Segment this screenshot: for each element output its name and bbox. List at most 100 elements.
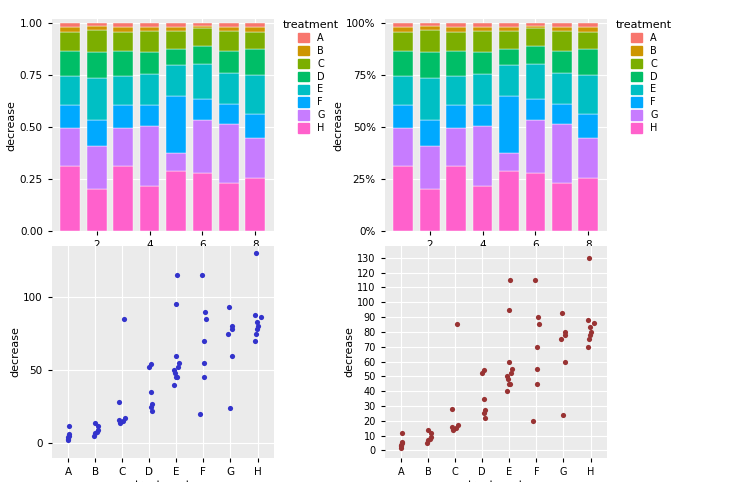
Point — [395, 443, 407, 451]
X-axis label: rowpos: rowpos — [476, 253, 516, 263]
Point — [61, 434, 73, 442]
X-axis label: treatment: treatment — [135, 480, 191, 482]
Bar — [525, 26, 545, 28]
Point — [172, 374, 184, 381]
Point — [451, 321, 463, 328]
Bar — [394, 24, 413, 27]
Bar — [579, 114, 598, 138]
Point — [170, 300, 182, 308]
Point — [250, 330, 262, 337]
Bar — [525, 28, 545, 46]
Bar — [140, 126, 160, 187]
Point — [503, 306, 515, 313]
Bar — [192, 120, 212, 173]
Bar — [140, 27, 160, 31]
Point — [226, 325, 238, 333]
Point — [252, 322, 264, 330]
Legend: A, B, C, D, E, F, G, H: A, B, C, D, E, F, G, H — [283, 20, 339, 133]
Point — [557, 411, 569, 419]
Bar — [219, 24, 239, 27]
Point — [582, 254, 594, 262]
Point — [198, 374, 210, 381]
Point — [559, 358, 571, 365]
Point — [395, 442, 407, 450]
Bar — [552, 123, 572, 183]
Point — [119, 415, 131, 422]
Bar — [552, 27, 572, 31]
Point — [479, 407, 491, 415]
Bar — [61, 24, 80, 27]
Bar — [579, 27, 598, 32]
Point — [173, 359, 185, 367]
Bar — [473, 31, 493, 52]
Point — [113, 416, 125, 424]
Bar — [166, 153, 186, 171]
Point — [506, 365, 518, 373]
Bar — [394, 76, 413, 105]
Bar — [166, 96, 186, 153]
Bar — [446, 27, 466, 32]
Bar — [420, 53, 440, 78]
Point — [90, 419, 101, 427]
Bar — [219, 104, 239, 123]
Point — [559, 328, 571, 335]
Point — [198, 359, 210, 367]
Bar — [579, 49, 598, 75]
Bar — [473, 24, 493, 27]
Legend: A, B, C, D, E, F, G, H: A, B, C, D, E, F, G, H — [616, 20, 672, 133]
Point — [422, 436, 434, 444]
Bar — [525, 120, 545, 173]
Bar — [446, 76, 466, 105]
Bar — [113, 128, 133, 166]
Bar — [140, 24, 160, 27]
Point — [170, 374, 182, 381]
Bar — [473, 74, 493, 106]
Point — [89, 429, 101, 437]
Point — [450, 424, 462, 432]
Point — [249, 337, 261, 345]
Bar — [446, 32, 466, 52]
Point — [478, 366, 490, 374]
Bar — [499, 65, 519, 96]
Bar — [192, 46, 212, 64]
Point — [555, 335, 567, 343]
Point — [501, 373, 513, 380]
Bar — [446, 166, 466, 231]
Point — [63, 422, 75, 429]
Bar — [246, 178, 265, 231]
Point — [255, 314, 266, 321]
Bar — [113, 32, 133, 52]
Bar — [473, 187, 493, 231]
Point — [530, 276, 542, 284]
Bar — [446, 105, 466, 128]
Bar — [246, 49, 265, 75]
Point — [226, 352, 238, 360]
Point — [446, 423, 458, 430]
Point — [170, 352, 182, 360]
Bar — [473, 106, 493, 126]
Bar — [192, 28, 212, 46]
Bar — [61, 52, 80, 76]
Bar — [525, 99, 545, 120]
Bar — [246, 75, 265, 114]
Point — [197, 271, 209, 279]
X-axis label: rowpos: rowpos — [143, 253, 183, 263]
Bar — [61, 166, 80, 231]
Point — [146, 400, 158, 408]
Bar — [166, 171, 186, 231]
Bar — [552, 73, 572, 104]
Point — [89, 432, 101, 440]
Point — [92, 422, 104, 429]
Point — [585, 323, 596, 331]
Bar — [61, 128, 80, 166]
Point — [585, 328, 597, 335]
Bar — [473, 27, 493, 31]
Bar — [166, 27, 186, 31]
Point — [503, 358, 515, 365]
Bar — [140, 106, 160, 126]
Point — [425, 433, 437, 441]
Bar — [140, 31, 160, 52]
Point — [198, 308, 210, 316]
Bar — [499, 31, 519, 49]
Point — [396, 438, 408, 445]
